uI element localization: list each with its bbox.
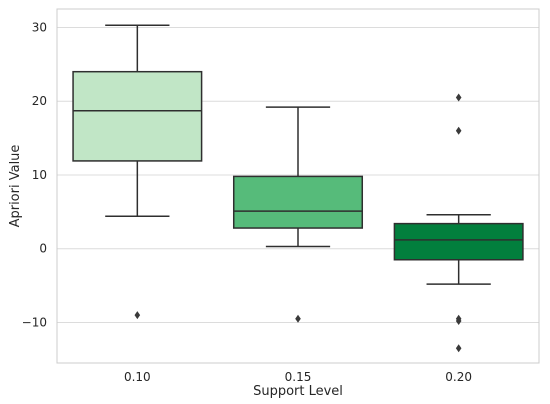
x-tick-labels: 0.10 0.15 0.20 (124, 370, 472, 384)
x-tick-label: 0.10 (124, 370, 151, 384)
outlier-point (455, 93, 462, 102)
plot-frame (56, 8, 540, 364)
y-tick-labels: −10 0 10 20 30 (22, 20, 47, 329)
box-group (232, 106, 364, 323)
outlier-point (295, 314, 301, 323)
y-tick-label: 30 (32, 20, 47, 34)
y-axis-label: Apriori Value (8, 145, 23, 228)
iqr-box (72, 70, 203, 162)
outlier-point (455, 126, 462, 135)
box-layer (72, 24, 524, 353)
outlier-point (455, 344, 462, 353)
y-tick-label: 20 (32, 94, 47, 108)
x-axis-label: Support Level (253, 384, 343, 399)
iqr-box (232, 175, 364, 229)
x-tick-label: 0.20 (445, 370, 472, 384)
outlier-point (455, 316, 462, 325)
y-tick-label: 0 (39, 242, 47, 256)
box-group (393, 93, 524, 353)
x-tick-label: 0.15 (285, 370, 312, 384)
iqr-box (393, 222, 524, 261)
y-tick-label: 10 (32, 168, 47, 182)
outlier-point (134, 311, 141, 320)
y-tick-label: −10 (22, 315, 47, 329)
box-group (72, 24, 203, 320)
